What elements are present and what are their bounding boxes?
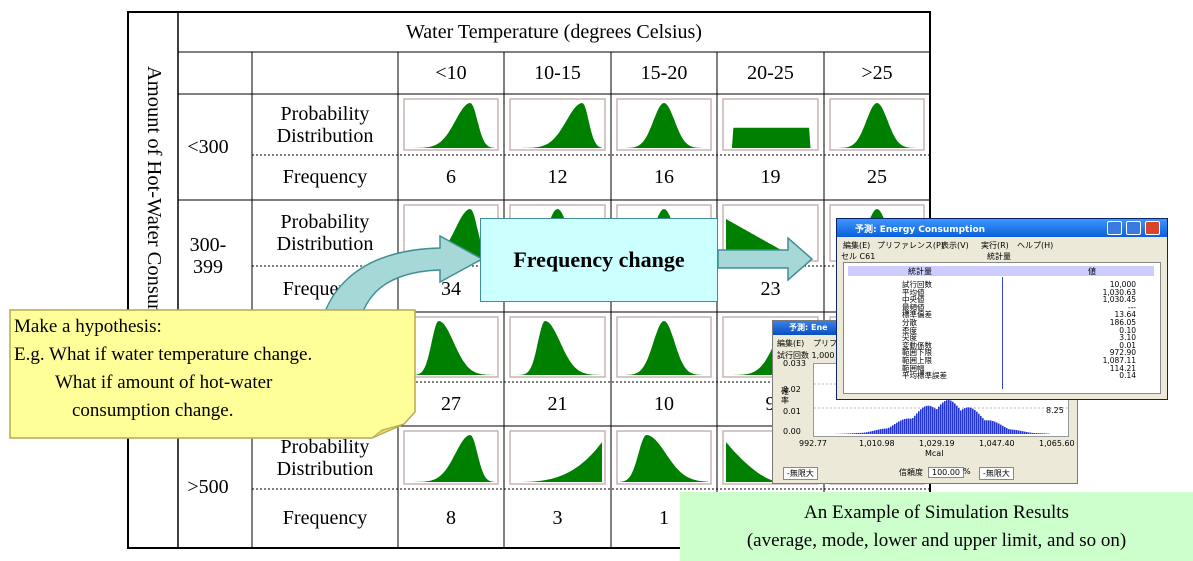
caption-line: (average, mode, lower and upper limit, a… [747, 527, 1126, 555]
caption-box: An Example of Simulation Results(average… [680, 492, 1193, 561]
callout-shape [0, 0, 1193, 561]
hypothesis-line: consumption change. [72, 400, 233, 422]
hypothesis-line: Make a hypothesis: [14, 316, 162, 338]
hypothesis-line: E.g. What if water temperature change. [14, 344, 312, 366]
diagram: Water Temperature (degrees Celsius)Amoun… [0, 0, 1193, 561]
caption-line: An Example of Simulation Results [804, 499, 1069, 527]
hypothesis-line: What if amount of hot-water [55, 372, 272, 394]
